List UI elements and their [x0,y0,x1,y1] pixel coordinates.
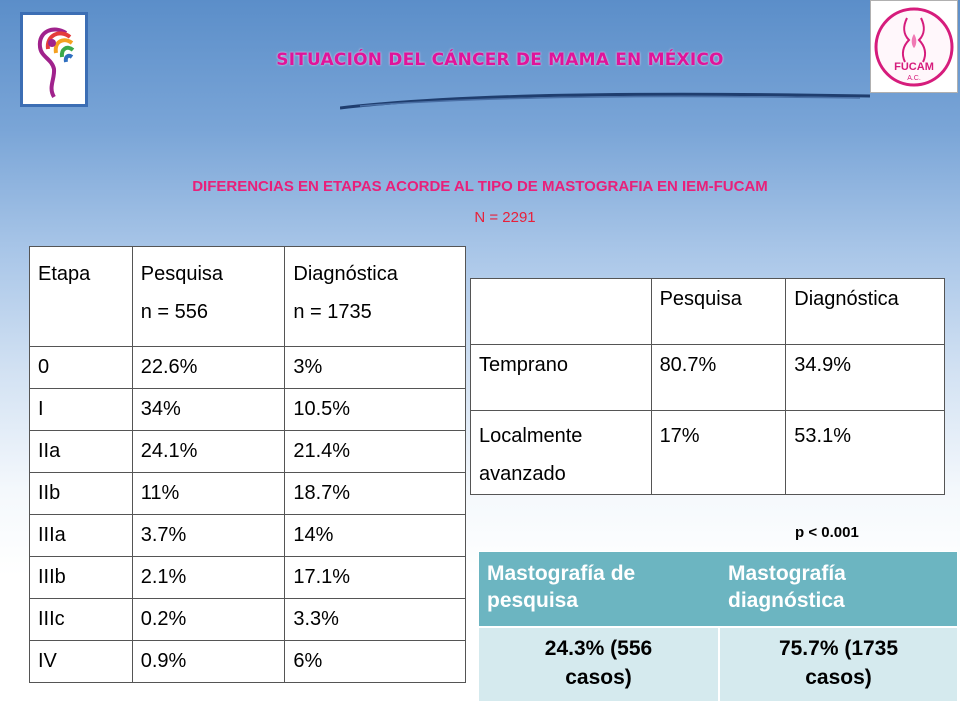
stage-table: Etapa Pesquisa n = 556 Diagnóstica n = 173… [29,246,466,683]
diagnostica-cell: 17.1% [284,556,466,599]
pesquisa-cell: 3.7% [131,514,286,557]
pesquisa-cell: 22.6% [131,346,286,389]
comparison-table: Pesquisa Diagnóstica Temprano 80.7% 34.9… [470,278,945,495]
stage-cell: IIIc [29,598,133,641]
pesquisa-cell: 34% [131,388,286,431]
pesquisa-cell: 11% [131,472,286,515]
p-value: p < 0.001 [795,524,859,541]
diagnostica-cell: 3.3% [284,598,466,641]
table-row: IIIc 0.2% 3.3% [29,598,466,641]
row-label: Localmente avanzado [470,410,652,495]
stage-cell: I [29,388,133,431]
stage-cell: IIIa [29,514,133,557]
stage-header-pesquisa: Pesquisa n = 556 [131,246,286,347]
stage-cell: 0 [29,346,133,389]
pesquisa-cell: 0.2% [131,598,286,641]
pesquisa-cell: 0.9% [131,640,286,683]
summary-value-pesquisa: 24.3% (556 casos) [544,637,653,689]
stage-header-etapa: Etapa [29,246,133,347]
summary-header-row: Mastografía de pesquisa Mastografía diagnó… [479,552,957,626]
comparison-header-pesquisa: Pesquisa [650,278,787,345]
table-row: IIa 24.1% 21.4% [29,430,466,473]
logo-right: FUCAM A.C. [870,0,958,93]
rainbow-woman-silhouette-icon [37,27,75,98]
diagnostica-cell: 6% [284,640,466,683]
table-row: 0 22.6% 3% [29,346,466,389]
summary-value-row: 24.3% (556 casos) 75.7% (1735 casos) [479,626,957,701]
summary-header-pesquisa: Mastografía de pesquisa [487,562,636,612]
summary-table: Mastografía de pesquisa Mastografía diagnó… [478,551,958,702]
fucam-logo-subtext: A.C. [907,75,921,82]
comparison-header-empty [470,278,652,345]
stage-cell: IIa [29,430,133,473]
slide-subtitle: DIFERENCIAS EN ETAPAS ACORDE AL TIPO DE … [192,178,768,195]
sample-size: N = 2291 [474,209,536,226]
pesquisa-cell: 80.7% [650,344,787,411]
diagnostica-cell: 53.1% [785,410,945,495]
table-row: IIIa 3.7% 14% [29,514,466,557]
table-row: IV 0.9% 6% [29,640,466,683]
table-row: IIb 11% 18.7% [29,472,466,515]
pesquisa-cell: 2.1% [131,556,286,599]
summary-value-diagnostica: 75.7% (1735 casos) [718,628,957,701]
table-row: Temprano 80.7% 34.9% [470,344,945,411]
diagnostica-cell: 21.4% [284,430,466,473]
summary-header-diagnostica: Mastografía diagnóstica [728,562,846,612]
fucam-woman-ribbon-logo-icon: FUCAM A.C. [874,7,954,86]
table-row: I 34% 10.5% [29,388,466,431]
diagnostica-cell: 18.7% [284,472,466,515]
table-row: IIIb 2.1% 17.1% [29,556,466,599]
stage-cell: IIIb [29,556,133,599]
decorative-swoosh-line [340,92,870,110]
logo-left [20,12,88,107]
pesquisa-cell: 24.1% [131,430,286,473]
diagnostica-cell: 10.5% [284,388,466,431]
comparison-header-row: Pesquisa Diagnóstica [470,278,945,345]
diagnostica-cell: 34.9% [785,344,945,411]
diagnostica-cell: 14% [284,514,466,557]
diagnostica-cell: 3% [284,346,466,389]
page-title: SITUACIÓN DEL CÁNCER DE MAMA EN MÉXICO [276,50,724,70]
stage-cell: IIb [29,472,133,515]
pesquisa-cell: 17% [650,410,787,495]
stage-cell: IV [29,640,133,683]
fucam-logo-text: FUCAM [894,61,934,73]
stage-table-header: Etapa Pesquisa n = 556 Diagnóstica n = 173… [29,246,466,347]
table-row: Localmente avanzado 17% 53.1% [470,410,945,495]
comparison-header-diagnostica: Diagnóstica [785,278,945,345]
stage-header-diagnostica: Diagnóstica n = 1735 [284,246,466,347]
row-label: Temprano [470,344,652,411]
